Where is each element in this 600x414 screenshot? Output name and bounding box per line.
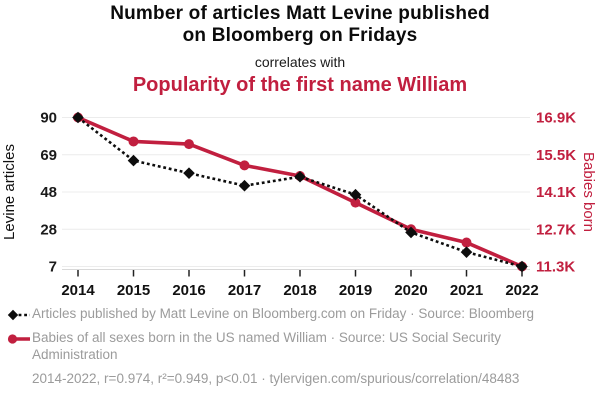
- series-marker-babies-born: [350, 197, 361, 208]
- correlates-with-text: correlates with: [254, 54, 346, 70]
- series-marker-babies-born: [128, 136, 139, 147]
- left-axis-tick-label: 69: [40, 147, 57, 164]
- x-axis-tick-label: 2014: [61, 282, 95, 299]
- chart-subtitle: Popularity of the first name William: [132, 74, 468, 96]
- x-axis-tick-label: 2016: [172, 282, 205, 299]
- left-axis-tick-label: 28: [40, 221, 57, 238]
- correlation-line-chart: 90 16.9K 69 15.5K 48 14.1K 28 12.7K 7 11.3K 2014 20…: [1, 110, 597, 300]
- series-marker-babies-born: [239, 160, 250, 171]
- left-axis-tick-label: 7: [49, 259, 57, 276]
- right-axis-tick-label: 15.5K: [536, 147, 576, 164]
- right-axis-tick-label: 16.9K: [536, 110, 576, 127]
- right-axis-title: Babies born: [580, 152, 597, 232]
- x-axis-tick-label: 2015: [117, 282, 150, 299]
- red-circle-solid-line-icon: [7, 334, 30, 344]
- right-axis-tick-label: 11.3K: [536, 259, 575, 276]
- legend-label-levine: Articles published by Matt Levine on Blo…: [32, 306, 534, 321]
- series-marker-babies-born: [184, 139, 194, 150]
- left-axis-tick-label: 48: [40, 184, 57, 201]
- right-axis-tick-label: 14.1K: [536, 184, 576, 201]
- stats-footnote: 2014-2022, r=0.974, r²=0.949, p<0.01 · t…: [32, 371, 520, 386]
- series-marker-levine-articles: [516, 260, 528, 273]
- x-axis-tick-label: 2021: [450, 282, 483, 299]
- x-axis-tick-label: 2019: [339, 282, 372, 299]
- legend-label-william: Babies of all sexes born in the US named…: [32, 330, 501, 362]
- series-line-levine-articles: [77, 116, 523, 268]
- left-axis-title: Levine articles: [1, 144, 18, 240]
- series-marker-levine-articles: [460, 246, 473, 258]
- series-marker-levine-articles: [294, 170, 306, 183]
- series-marker-levine-articles: [238, 179, 251, 192]
- x-axis-tick-label: 2020: [394, 282, 427, 299]
- chart-title-line2: on Bloomberg on Fridays: [182, 25, 418, 46]
- x-axis-tick-label: 2022: [505, 282, 538, 299]
- chart-title-line1: Number of articles Matt Levine published: [110, 3, 490, 24]
- legend-item-levine: Articles published by Matt Levine on Blo…: [6, 305, 596, 322]
- x-axis-tick-label: 2018: [283, 282, 316, 299]
- x-axis-tick-label: 2017: [228, 282, 261, 299]
- series-marker-levine-articles: [405, 226, 417, 239]
- chart-header: Number of articles Matt Levine published…: [0, 0, 600, 97]
- chart-legend: Articles published by Matt Levine on Blo…: [6, 305, 596, 387]
- series-marker-babies-born: [461, 237, 472, 248]
- series-marker-levine-articles: [72, 111, 84, 124]
- legend-item-william: Babies of all sexes born in the US named…: [6, 329, 596, 363]
- black-diamond-dashed-line-icon: [7, 309, 30, 321]
- left-axis-tick-label: 90: [40, 110, 57, 127]
- right-axis-tick-label: 12.7K: [536, 221, 576, 238]
- series-marker-levine-articles: [127, 154, 140, 167]
- series-marker-levine-articles: [183, 167, 195, 179]
